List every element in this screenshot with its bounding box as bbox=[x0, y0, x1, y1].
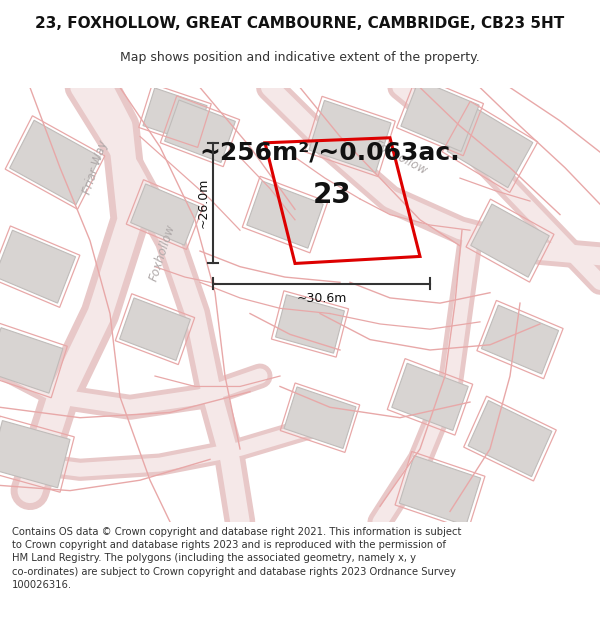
Text: ~26.0m: ~26.0m bbox=[197, 178, 209, 228]
Polygon shape bbox=[481, 305, 559, 374]
Text: Map shows position and indicative extent of the property.: Map shows position and indicative extent… bbox=[120, 51, 480, 64]
Polygon shape bbox=[0, 421, 70, 488]
Text: Foxhollow: Foxhollow bbox=[371, 138, 429, 177]
Polygon shape bbox=[471, 204, 549, 278]
Polygon shape bbox=[10, 120, 100, 205]
Polygon shape bbox=[0, 328, 63, 393]
Text: Foxhollow: Foxhollow bbox=[146, 223, 178, 283]
Polygon shape bbox=[143, 88, 207, 143]
Polygon shape bbox=[119, 298, 190, 361]
Polygon shape bbox=[401, 80, 479, 151]
Polygon shape bbox=[399, 456, 481, 526]
Polygon shape bbox=[247, 181, 323, 248]
Text: 23: 23 bbox=[313, 181, 352, 209]
Polygon shape bbox=[284, 387, 356, 449]
Polygon shape bbox=[309, 101, 391, 172]
Text: 23, FOXHOLLOW, GREAT CAMBOURNE, CAMBRIDGE, CB23 5HT: 23, FOXHOLLOW, GREAT CAMBOURNE, CAMBRIDG… bbox=[35, 16, 565, 31]
Polygon shape bbox=[164, 100, 235, 162]
Text: Contains OS data © Crown copyright and database right 2021. This information is : Contains OS data © Crown copyright and d… bbox=[12, 527, 461, 590]
Polygon shape bbox=[392, 363, 468, 431]
Text: Friar Way: Friar Way bbox=[80, 139, 110, 196]
Text: ~30.6m: ~30.6m bbox=[296, 292, 347, 304]
Polygon shape bbox=[275, 295, 344, 353]
Text: ~256m²/~0.063ac.: ~256m²/~0.063ac. bbox=[200, 140, 460, 164]
Polygon shape bbox=[131, 184, 199, 245]
Polygon shape bbox=[0, 230, 76, 303]
Polygon shape bbox=[468, 401, 552, 477]
Polygon shape bbox=[447, 106, 533, 188]
